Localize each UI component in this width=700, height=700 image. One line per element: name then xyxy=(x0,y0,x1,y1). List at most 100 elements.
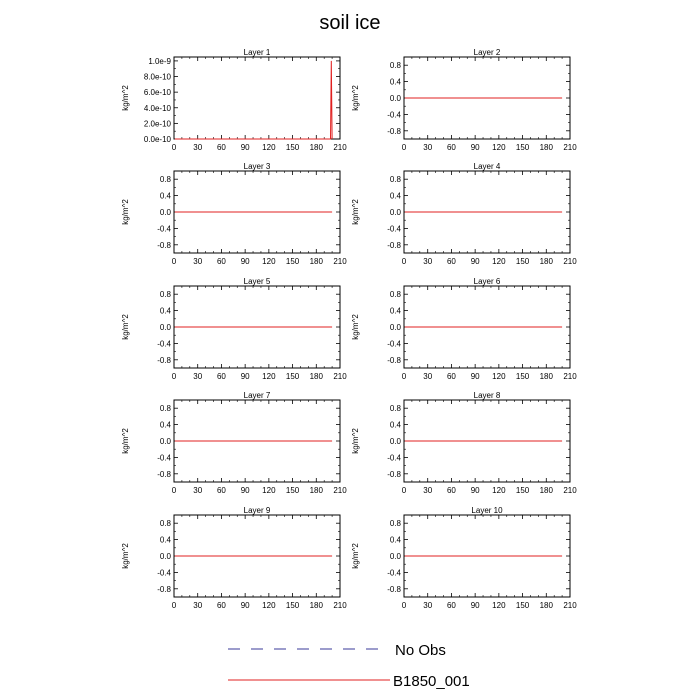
x-tick-label: 60 xyxy=(447,486,456,495)
y-tick-label: 0.0 xyxy=(160,208,172,217)
x-tick-label: 30 xyxy=(193,601,202,610)
y-tick-label: 0.0 xyxy=(390,437,402,446)
x-tick-label: 180 xyxy=(540,143,554,152)
y-tick-label: -0.4 xyxy=(387,224,401,233)
x-tick-label: 210 xyxy=(333,486,347,495)
panel-title: Layer 4 xyxy=(474,162,501,171)
y-tick-label: 0.4 xyxy=(390,307,402,316)
panel-title: Layer 3 xyxy=(244,162,271,171)
y-tick-label: 0.8 xyxy=(160,404,172,413)
x-tick-label: 30 xyxy=(193,257,202,266)
x-tick-label: 210 xyxy=(333,257,347,266)
panel-layer-7: Layer 7 kg/m^2 0 30 60 90 120 150 180 210 -0.8 -0.4… xyxy=(121,391,347,495)
x-tick-label: 180 xyxy=(540,257,554,266)
x-tick-label: 30 xyxy=(193,372,202,381)
x-tick-label: 210 xyxy=(333,372,347,381)
panel-layer-2: Layer 2 kg/m^2 0 30 60 90 120 150 180 210 -0.8 -0.4… xyxy=(351,48,577,152)
y-tick-label: 6.0e-10 xyxy=(144,88,172,97)
x-tick-label: 210 xyxy=(563,601,577,610)
panel-layer-1: Layer 1 kg/m^2 0 30 60 90 120 150 180 210 0.0e-10 2… xyxy=(121,48,347,152)
x-tick-label: 150 xyxy=(516,601,530,610)
x-tick-label: 180 xyxy=(310,257,324,266)
x-tick-label: 0 xyxy=(402,372,407,381)
y-tick-label: 0.8 xyxy=(160,519,172,528)
panel-layer-3: Layer 3 kg/m^2 0 30 60 90 120 150 180 210 -0.8 -0.4… xyxy=(121,162,347,266)
legend-label-no-obs: No Obs xyxy=(395,642,446,659)
x-tick-label: 90 xyxy=(241,601,250,610)
y-tick-label: 0.4 xyxy=(390,536,402,545)
y-tick-label: 0.8 xyxy=(390,61,402,70)
x-tick-label: 90 xyxy=(471,257,480,266)
x-tick-label: 60 xyxy=(217,257,226,266)
panel-layer-5: Layer 5 kg/m^2 0 30 60 90 120 150 180 210 -0.8 -0.4… xyxy=(121,277,347,381)
y-tick-label: 0.4 xyxy=(390,421,402,430)
x-tick-label: 210 xyxy=(333,143,347,152)
y-tick-label: 2.0e-10 xyxy=(144,119,172,128)
panels-grid: Layer 1 kg/m^2 0 30 60 90 120 150 180 210 0.0e-10 2… xyxy=(121,48,577,610)
y-tick-label: -0.8 xyxy=(157,585,171,594)
x-tick-label: 120 xyxy=(262,143,276,152)
x-tick-label: 120 xyxy=(262,486,276,495)
x-tick-label: 90 xyxy=(241,257,250,266)
x-tick-label: 0 xyxy=(402,143,407,152)
x-tick-label: 60 xyxy=(447,601,456,610)
x-tick-label: 30 xyxy=(423,486,432,495)
legend: No Obs B1850_001 xyxy=(228,642,470,690)
y-tick-label: -0.8 xyxy=(387,585,401,594)
x-tick-label: 0 xyxy=(402,601,407,610)
x-tick-label: 180 xyxy=(310,486,324,495)
panel-layer-8: Layer 8 kg/m^2 0 30 60 90 120 150 180 210 -0.8 -0.4… xyxy=(351,391,577,495)
panel-title: Layer 9 xyxy=(244,506,271,515)
x-tick-label: 150 xyxy=(286,601,300,610)
y-tick-label: 0.8 xyxy=(390,290,402,299)
legend-label-b1850: B1850_001 xyxy=(393,673,470,690)
y-axis-label: kg/m^2 xyxy=(351,85,360,111)
y-tick-label: -0.4 xyxy=(157,453,171,462)
y-tick-label: 0.0 xyxy=(160,323,172,332)
y-tick-label: -0.4 xyxy=(387,110,401,119)
y-tick-label: 0.8 xyxy=(390,404,402,413)
y-tick-label: 0.4 xyxy=(390,78,402,87)
x-tick-label: 30 xyxy=(423,143,432,152)
x-tick-label: 0 xyxy=(172,486,177,495)
x-tick-label: 90 xyxy=(241,372,250,381)
x-tick-label: 90 xyxy=(241,143,250,152)
y-axis-label: kg/m^2 xyxy=(351,314,360,340)
x-tick-label: 120 xyxy=(492,372,506,381)
y-tick-label: 0.8 xyxy=(390,175,402,184)
y-axis-label: kg/m^2 xyxy=(121,428,130,454)
y-tick-label: -0.4 xyxy=(157,568,171,577)
y-tick-label: 0.0 xyxy=(390,323,402,332)
x-tick-label: 30 xyxy=(423,601,432,610)
panel-layer-10: Layer 10 kg/m^2 0 30 60 90 120 150 180 210 -0.8 -0.… xyxy=(351,506,577,610)
y-tick-label: -0.4 xyxy=(157,339,171,348)
figure-title: soil ice xyxy=(319,12,380,34)
y-tick-label: -0.8 xyxy=(387,127,401,136)
y-tick-label: 0.0 xyxy=(160,552,172,561)
x-tick-label: 90 xyxy=(471,372,480,381)
x-tick-label: 180 xyxy=(310,372,324,381)
panel-layer-6: Layer 6 kg/m^2 0 30 60 90 120 150 180 210 -0.8 -0.4… xyxy=(351,277,577,381)
x-tick-label: 150 xyxy=(516,486,530,495)
y-tick-label: -0.8 xyxy=(387,356,401,365)
y-tick-label: 1.0e-9 xyxy=(148,57,171,66)
panel-layer-4: Layer 4 kg/m^2 0 30 60 90 120 150 180 210 -0.8 -0.4… xyxy=(351,162,577,266)
y-tick-label: -0.4 xyxy=(387,568,401,577)
x-tick-label: 30 xyxy=(423,372,432,381)
x-tick-label: 30 xyxy=(193,486,202,495)
x-tick-label: 150 xyxy=(516,257,530,266)
y-tick-label: -0.4 xyxy=(157,224,171,233)
x-tick-label: 90 xyxy=(241,486,250,495)
panel-title: Layer 8 xyxy=(474,391,501,400)
x-tick-label: 180 xyxy=(310,143,324,152)
y-tick-label: 0.4 xyxy=(160,421,172,430)
y-tick-label: 0.0 xyxy=(160,437,172,446)
y-tick-label: 0.4 xyxy=(390,192,402,201)
panel-title: Layer 5 xyxy=(244,277,271,286)
x-tick-label: 60 xyxy=(217,372,226,381)
x-tick-label: 30 xyxy=(193,143,202,152)
y-tick-label: 0.8 xyxy=(390,519,402,528)
x-tick-label: 210 xyxy=(563,372,577,381)
x-tick-label: 60 xyxy=(447,372,456,381)
